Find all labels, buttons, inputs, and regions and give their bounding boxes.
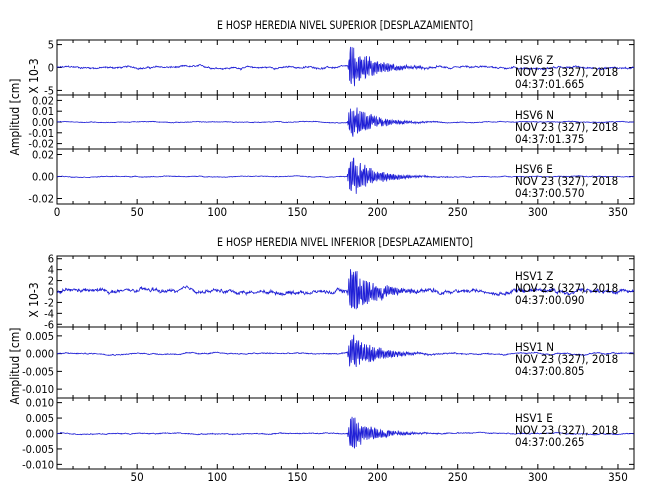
date-label: NOV 23 (327), 2018: [515, 352, 618, 366]
time-label: 04:37:00.570: [515, 186, 585, 200]
x-tick-label: 300: [528, 205, 548, 219]
y-tick-label: -4: [44, 307, 54, 320]
y-tick-label: -5: [44, 84, 54, 97]
time-label: 04:37:01.665: [515, 77, 585, 91]
y-tick-label: 0.00: [32, 116, 54, 129]
y-tick-label: 0.005: [26, 330, 54, 343]
date-label: NOV 23 (327), 2018: [515, 120, 618, 134]
x-tick-label: 350: [608, 470, 628, 484]
time-label: 04:37:00.805: [515, 364, 585, 378]
trace-c0-p1: [56, 107, 635, 137]
scale-label-superior: X 10-3: [27, 58, 41, 93]
x-tick-label: 100: [207, 205, 227, 219]
time-label: 04:37:01.375: [515, 132, 585, 146]
y-tick-label: 4: [48, 264, 54, 277]
scale-label-inferior: X 10-3: [27, 282, 41, 317]
y-tick-label: 2: [48, 275, 54, 288]
y-tick-label: 0.02: [32, 94, 54, 107]
y-tick-label: -0.005: [22, 443, 54, 456]
date-label: NOV 23 (327), 2018: [515, 281, 618, 295]
time-label: 04:37:00.265: [515, 435, 585, 449]
x-tick-label: 200: [368, 470, 388, 484]
figure-title-superior: E HOSP HEREDIA NIVEL SUPERIOR [DESPLAZAM…: [217, 18, 473, 32]
date-label: NOV 23 (327), 2018: [515, 174, 618, 188]
channel-label: HSV1 Z: [515, 269, 553, 283]
y-tick-label: -0.010: [22, 383, 54, 396]
x-tick-label: 250: [448, 470, 468, 484]
y-tick-label: 0.000: [26, 348, 54, 361]
y-tick-label: 0.01: [32, 105, 54, 118]
y-tick-label: -0.02: [28, 138, 54, 151]
x-tick-label: 350: [608, 205, 628, 219]
y-tick-label: 0.00: [32, 171, 54, 184]
trace-c1-p0: [56, 269, 635, 310]
y-tick-label: 0: [48, 286, 54, 299]
y-tick-label: 0: [48, 62, 54, 75]
x-tick-label: 150: [288, 470, 308, 484]
x-tick-label: 0: [54, 205, 61, 219]
y-tick-label: 0.010: [26, 397, 54, 410]
date-label: NOV 23 (327), 2018: [515, 423, 618, 437]
trace-c1-p2: [56, 416, 635, 449]
channel-label: HSV6 Z: [515, 53, 553, 67]
time-label: 04:37:00.090: [515, 293, 585, 307]
y-tick-label: -0.01: [28, 127, 54, 140]
ylabel-inferior: Amplitud [cm]: [8, 328, 22, 405]
y-tick-label: -6: [44, 318, 54, 331]
y-tick-label: -0.010: [22, 458, 54, 471]
date-label: NOV 23 (327), 2018: [515, 65, 618, 79]
y-tick-label: 0.000: [26, 428, 54, 441]
y-tick-label: -2: [44, 296, 54, 309]
x-tick-label: 100: [207, 470, 227, 484]
figure-title-inferior: E HOSP HEREDIA NIVEL INFERIOR [DESPLAZAM…: [217, 235, 473, 249]
y-tick-label: -0.005: [22, 365, 54, 378]
ylabel-superior: Amplitud [cm]: [8, 79, 22, 156]
channel-label: HSV6 N: [515, 108, 554, 122]
y-tick-label: -0.02: [28, 193, 54, 206]
x-tick-label: 200: [368, 205, 388, 219]
trace-c0-p2: [56, 157, 635, 194]
trace-c0-p0: [56, 46, 635, 87]
y-tick-label: 5: [48, 39, 54, 52]
x-tick-label: 250: [448, 205, 468, 219]
x-tick-label: 150: [288, 205, 308, 219]
x-tick-label: 300: [528, 470, 548, 484]
channel-label: HSV1 E: [515, 411, 553, 425]
y-tick-label: 6: [48, 253, 54, 266]
y-tick-label: 0.005: [26, 412, 54, 425]
y-tick-label: 0.02: [32, 149, 54, 162]
x-tick-label: 50: [131, 205, 144, 219]
x-tick-label: 50: [131, 470, 144, 484]
channel-label: HSV1 N: [515, 340, 554, 354]
channel-label: HSV6 E: [515, 162, 553, 176]
trace-c1-p1: [56, 334, 635, 368]
